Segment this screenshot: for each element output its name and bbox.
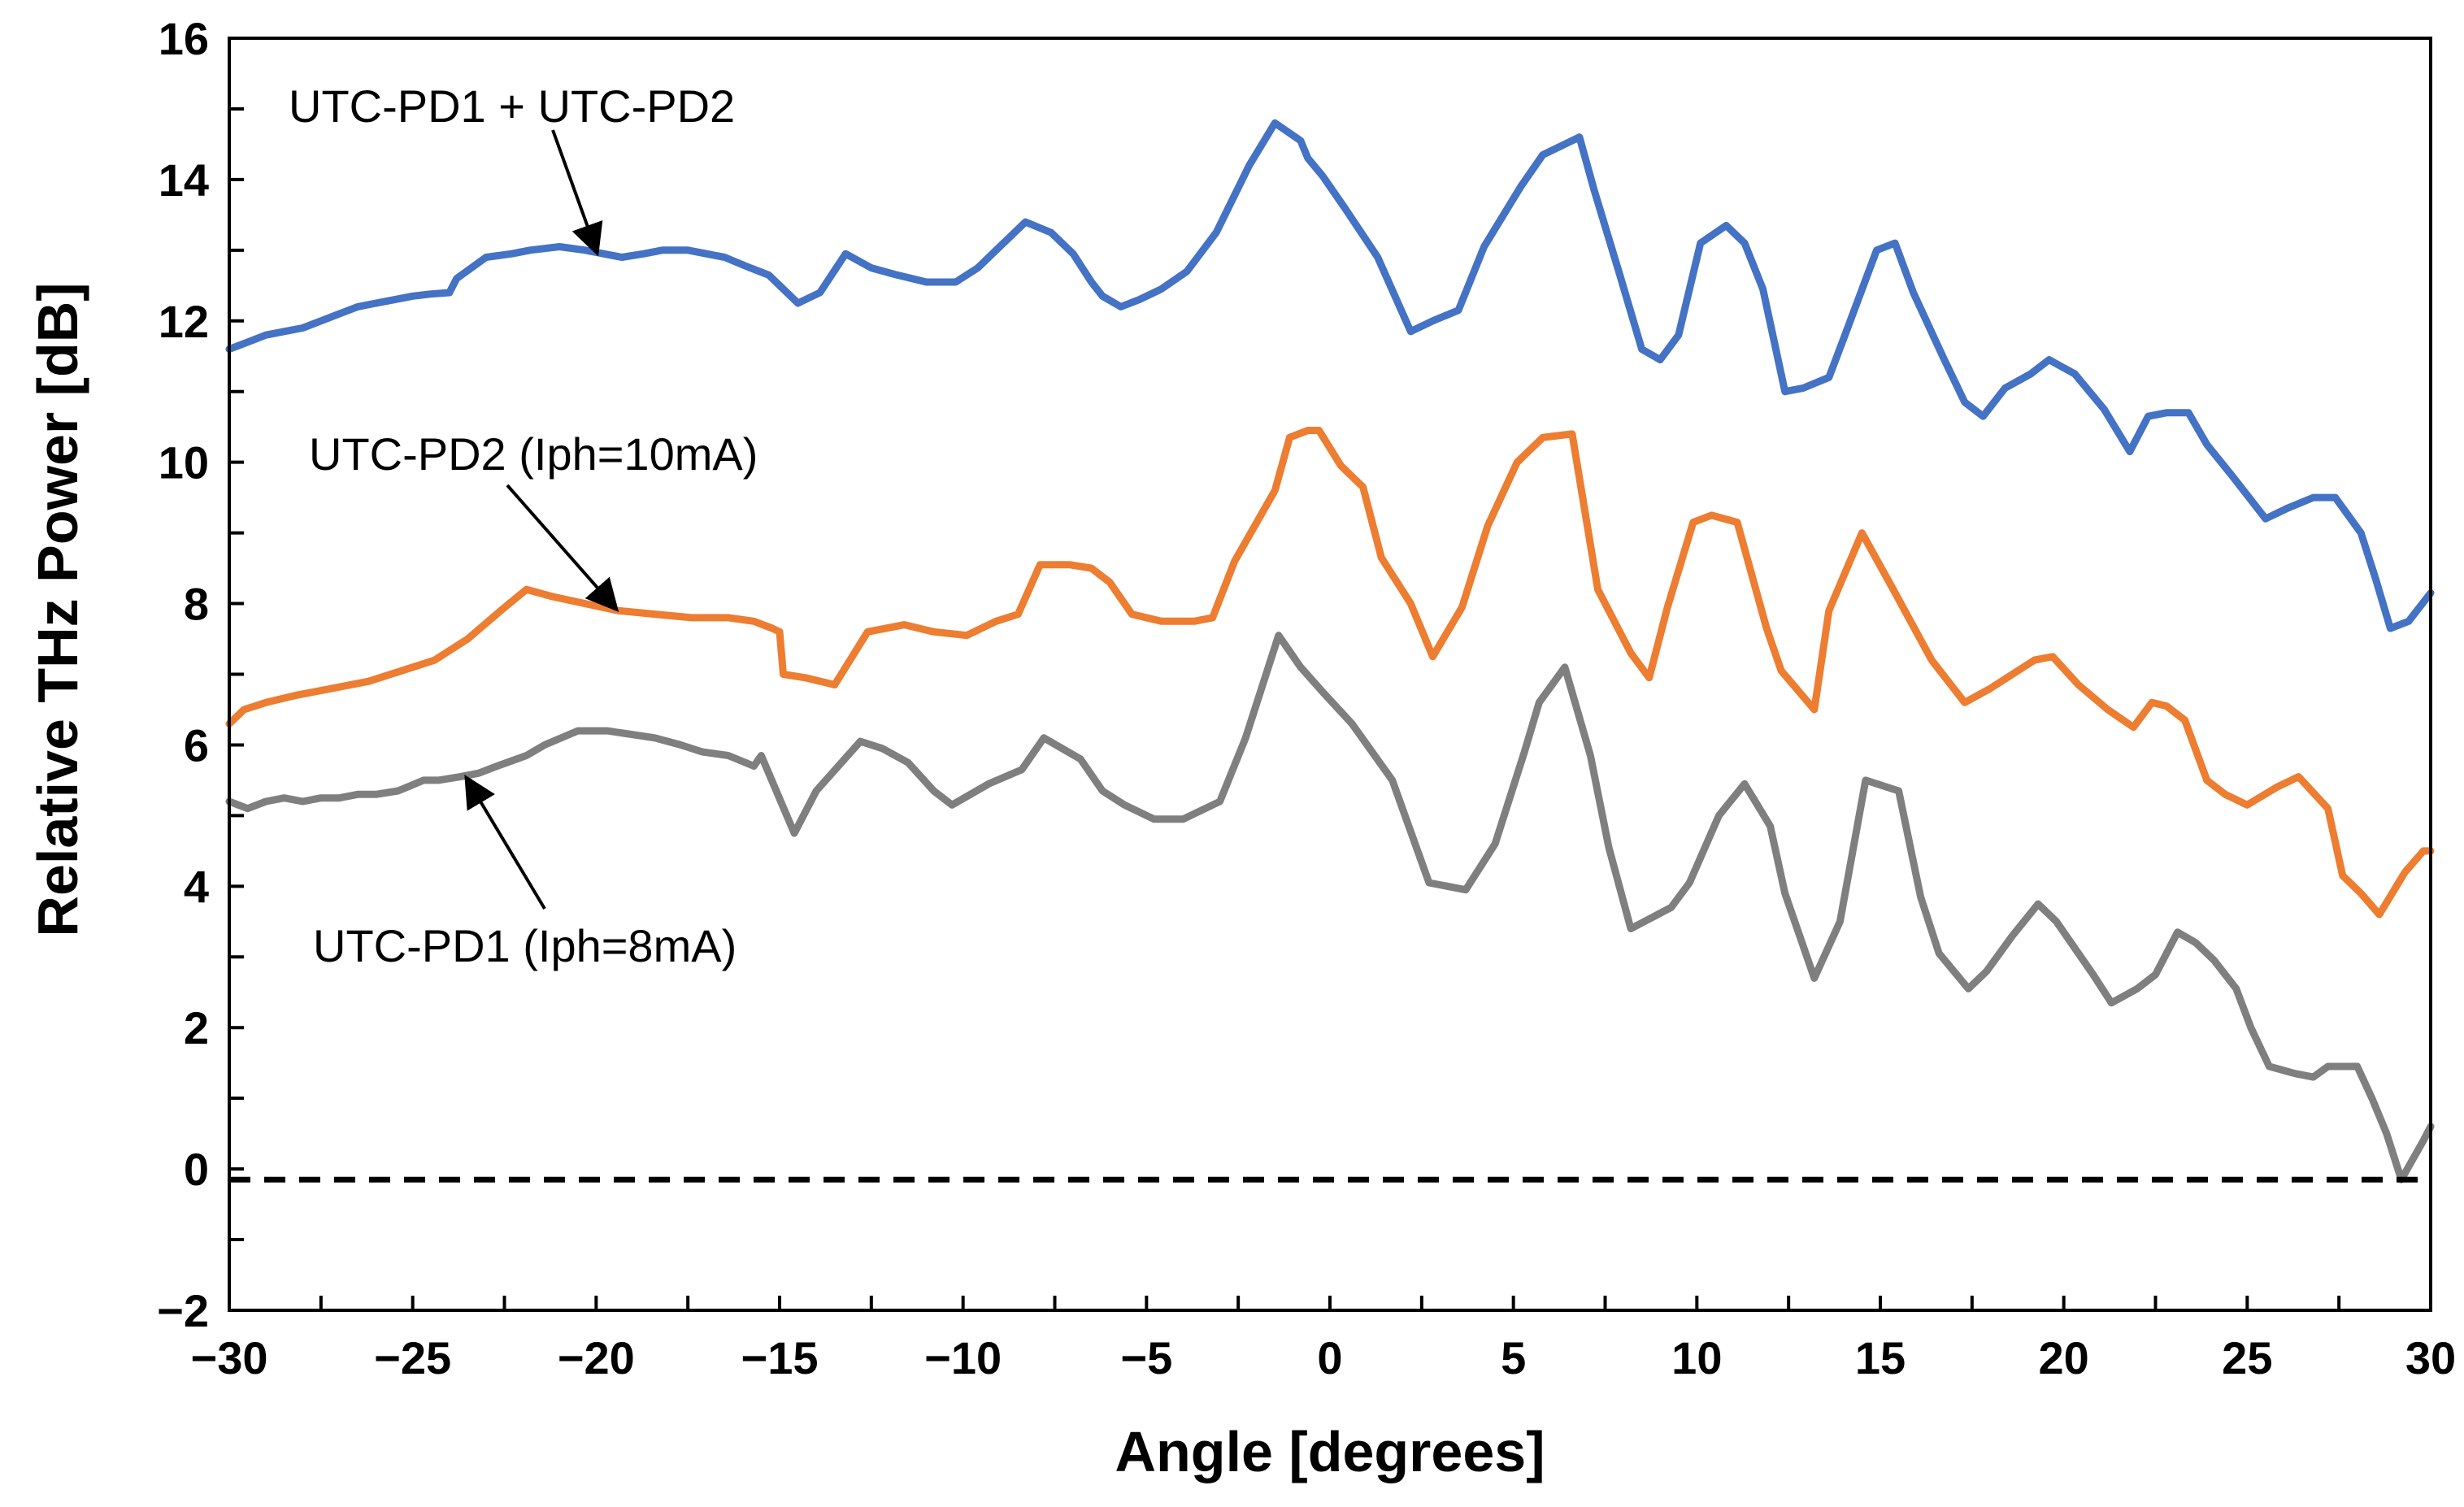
y-tick-label: 12: [159, 296, 209, 347]
annotation-label-pd2: UTC-PD2 (Iph=10mA): [309, 428, 758, 480]
y-tick-label: 6: [184, 719, 209, 771]
x-tick-label: −30: [191, 1332, 268, 1383]
x-tick-label: 30: [2405, 1332, 2456, 1383]
x-axis-title: Angle [degrees]: [1115, 1420, 1545, 1483]
y-tick-label: 2: [184, 1002, 209, 1053]
y-tick-label: −2: [157, 1285, 209, 1336]
y-tick-label: 16: [159, 13, 209, 64]
annotation-layer: [464, 129, 619, 910]
y-axis-title: Relative THz Power [dB]: [26, 282, 89, 936]
annotation-arrow-pd1: [464, 775, 546, 910]
y-tick-label: 10: [159, 437, 209, 489]
x-tick-label: −25: [374, 1332, 451, 1383]
series-line-3: [225, 632, 2435, 1183]
y-tick-label: 0: [184, 1144, 209, 1195]
x-tick-label: −5: [1120, 1332, 1172, 1383]
x-tick-label: −10: [924, 1332, 1002, 1383]
x-tick-label: 10: [1671, 1332, 1722, 1383]
series-line-1: [225, 119, 2435, 632]
x-tick-label: 20: [2039, 1332, 2089, 1383]
y-tick-label: 14: [159, 154, 209, 206]
series-line-2: [225, 427, 2435, 919]
x-tick-label: −15: [741, 1332, 819, 1383]
series-layer: [225, 119, 2435, 1183]
annotation-label-combined: UTC-PD1 + UTC-PD2: [289, 80, 735, 132]
x-tick-label: −20: [558, 1332, 635, 1383]
x-tick-label: 5: [1501, 1332, 1526, 1383]
x-tick-label: 15: [1855, 1332, 1906, 1383]
x-tick-label: 25: [2222, 1332, 2272, 1383]
x-tick-label: 0: [1317, 1332, 1342, 1383]
annotation-arrow-combined: [551, 129, 603, 257]
annotation-arrow-pd2: [506, 484, 619, 612]
y-tick-label: 8: [184, 579, 209, 630]
axes-layer: −30 −25 −20 −15 −10 −5 0 5 10 15 20 25 30−2024681012…: [157, 13, 2456, 1383]
annotation-label-pd1: UTC-PD1 (Iph=8mA): [313, 920, 737, 971]
y-tick-label: 4: [184, 861, 209, 912]
